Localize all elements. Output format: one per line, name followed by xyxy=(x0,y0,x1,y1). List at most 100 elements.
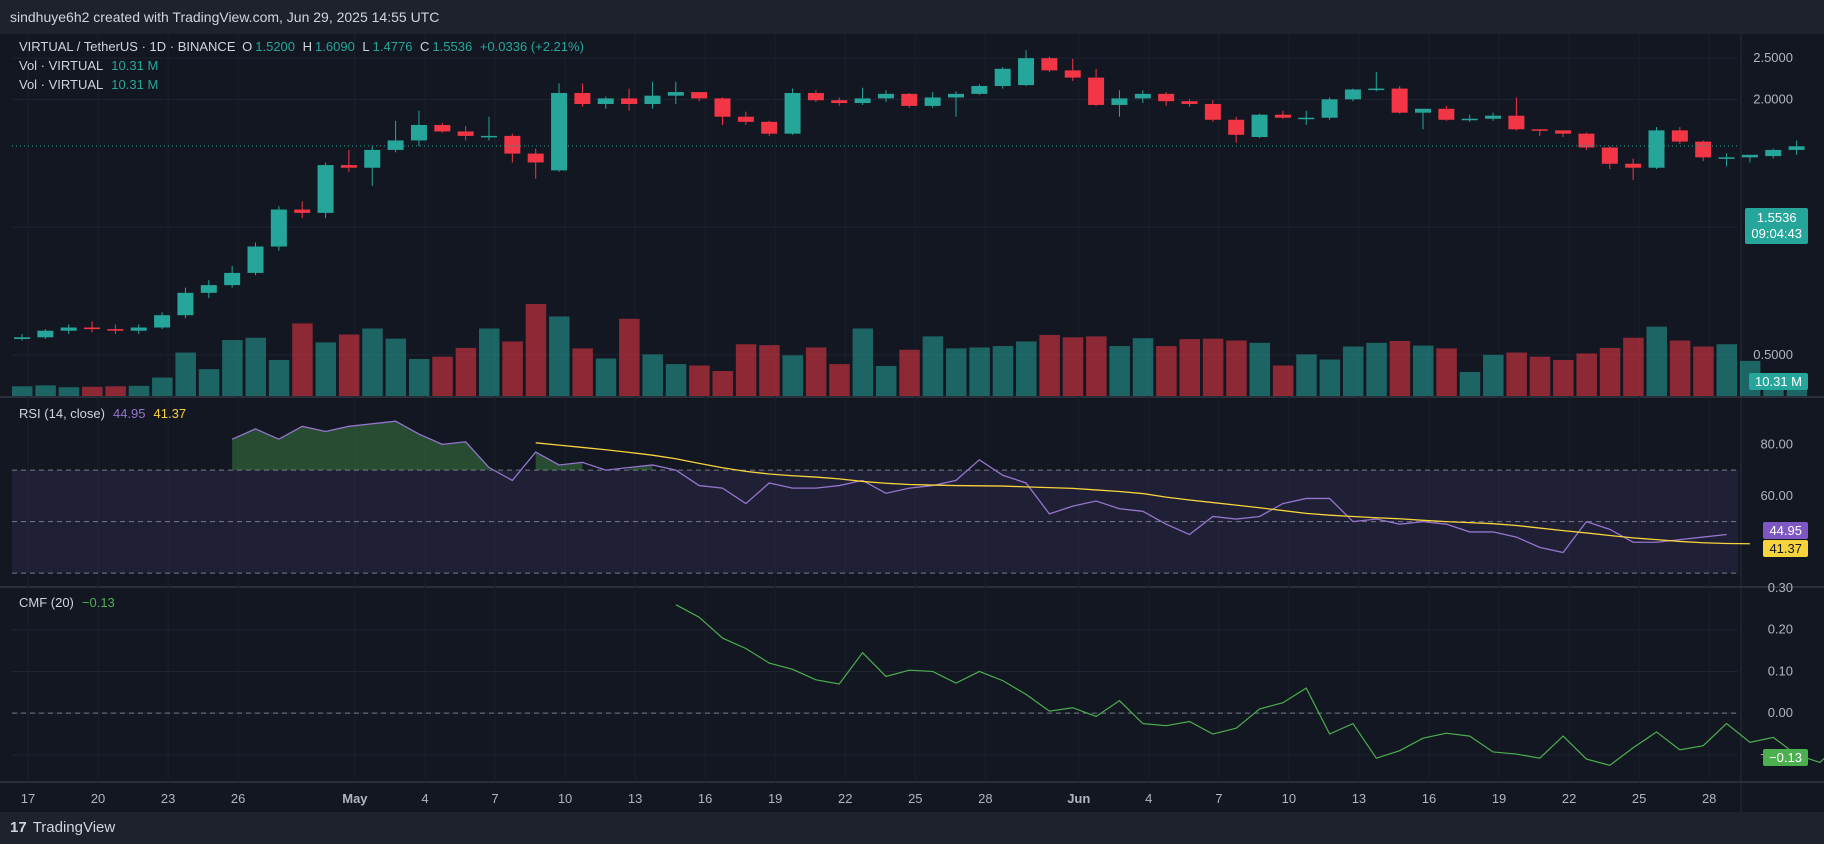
candle-body xyxy=(1625,163,1642,168)
rsi-tag: 44.95 xyxy=(1763,522,1808,539)
candle-body xyxy=(784,92,801,134)
candle-body xyxy=(434,124,451,132)
candle-body xyxy=(1111,98,1128,105)
volume-bar xyxy=(479,328,500,396)
candle-body xyxy=(60,327,77,331)
time-tick-label: 16 xyxy=(698,791,712,806)
volume-bar xyxy=(1389,340,1411,396)
candle-body xyxy=(1485,115,1502,119)
candle-body xyxy=(457,131,474,136)
candle-body xyxy=(1134,93,1151,99)
time-tick-label: 19 xyxy=(1492,791,1506,806)
volume-bar xyxy=(198,369,220,396)
candle-countdown: 09:04:43 xyxy=(1751,226,1802,241)
volume-bar xyxy=(595,358,617,396)
volume-bar xyxy=(759,345,780,396)
candle-body xyxy=(294,209,311,213)
volume-bar xyxy=(105,386,126,396)
volume-bar xyxy=(712,371,733,396)
volume-bar xyxy=(1342,346,1364,396)
time-tick-label: 23 xyxy=(161,791,175,806)
time-tick-label: 17 xyxy=(21,791,35,806)
volume-bar xyxy=(619,318,640,396)
volume-bar xyxy=(1086,336,1107,396)
candle-body xyxy=(527,153,544,163)
volume-legend-1: Vol · VIRTUAL 10.31 M xyxy=(19,58,161,73)
candle-body xyxy=(14,337,30,339)
time-tick-label: 7 xyxy=(1215,791,1222,806)
candle-body xyxy=(644,95,661,104)
price-tag: 1.5536 09:04:43 xyxy=(1745,208,1808,244)
rsi-label[interactable]: RSI (14, close) xyxy=(19,406,105,421)
volume-bar xyxy=(1436,348,1457,396)
candle-body xyxy=(854,98,871,104)
volume-label[interactable]: Vol · VIRTUAL xyxy=(19,58,104,73)
volume-bar xyxy=(362,328,383,396)
price-tag-value: 1.5536 xyxy=(1756,210,1797,225)
time-tick-label: 25 xyxy=(908,791,922,806)
candle-body xyxy=(1765,149,1782,157)
volume-bar xyxy=(292,323,313,396)
volume-bar xyxy=(175,352,196,396)
volume-value: 10.31 M xyxy=(111,77,159,92)
volume-bar xyxy=(222,340,243,396)
volume-bar xyxy=(875,365,897,396)
volume-bar xyxy=(245,337,266,396)
volume-bar xyxy=(852,328,874,396)
volume-label[interactable]: Vol · VIRTUAL xyxy=(19,77,104,92)
candle-body xyxy=(1438,108,1455,120)
candle-body xyxy=(1274,114,1291,118)
volume-bar xyxy=(1202,338,1224,396)
volume-bar xyxy=(1272,365,1294,396)
volume-bar xyxy=(1062,337,1084,396)
volume-bar xyxy=(1506,352,1527,396)
cmf-label[interactable]: CMF (20) xyxy=(19,595,74,610)
candle-body xyxy=(901,93,918,106)
volume-bar xyxy=(1483,354,1504,396)
candle-body xyxy=(130,327,147,331)
candle-body xyxy=(84,327,101,330)
cmf-line xyxy=(675,604,1824,766)
candle-body xyxy=(340,165,357,168)
symbol-title[interactable]: VIRTUAL / TetherUS · 1D · BINANCE xyxy=(19,39,236,54)
volume-value: 10.31 M xyxy=(111,58,159,73)
candle-body xyxy=(1741,154,1758,158)
candle-body xyxy=(1018,58,1035,86)
candle-body xyxy=(177,292,194,316)
candle-body xyxy=(1718,157,1735,159)
volume-bar xyxy=(1646,326,1667,396)
candle-body xyxy=(481,135,497,138)
rsi-overbought-fill xyxy=(232,421,980,471)
low-label: L xyxy=(362,39,370,54)
volume-bar xyxy=(1132,338,1154,396)
volume-bar xyxy=(58,387,80,396)
price-tick-label: 0.5000 xyxy=(1753,347,1793,362)
candle-body xyxy=(1251,114,1268,138)
time-tick-label: 22 xyxy=(838,791,852,806)
candle-body xyxy=(1204,103,1221,120)
volume-bar xyxy=(128,385,150,396)
volume-bar xyxy=(1716,344,1738,396)
volume-bar xyxy=(1296,354,1317,396)
time-tick-label: May xyxy=(342,791,368,806)
candle-body xyxy=(1158,93,1175,102)
volume-bar xyxy=(1039,334,1060,396)
candle-body xyxy=(551,92,568,171)
cmf-value: −0.13 xyxy=(81,595,115,610)
rsi-value: 44.95 xyxy=(112,406,146,421)
time-tick-label: 28 xyxy=(978,791,992,806)
candle-body xyxy=(1064,70,1081,78)
candle-body xyxy=(1555,130,1572,134)
volume-bar xyxy=(946,348,967,396)
candle-body xyxy=(154,315,171,328)
candle-body xyxy=(761,121,778,134)
candle-body xyxy=(107,329,124,331)
cmf-tag: −0.13 xyxy=(1763,749,1808,766)
time-tick-label: 10 xyxy=(1282,791,1296,806)
candle-body xyxy=(270,209,287,247)
price-tick-label: 2.0000 xyxy=(1753,91,1793,106)
brand-name: TradingView xyxy=(32,819,116,836)
volume-bar xyxy=(1249,342,1271,396)
candle-body xyxy=(1088,77,1105,105)
